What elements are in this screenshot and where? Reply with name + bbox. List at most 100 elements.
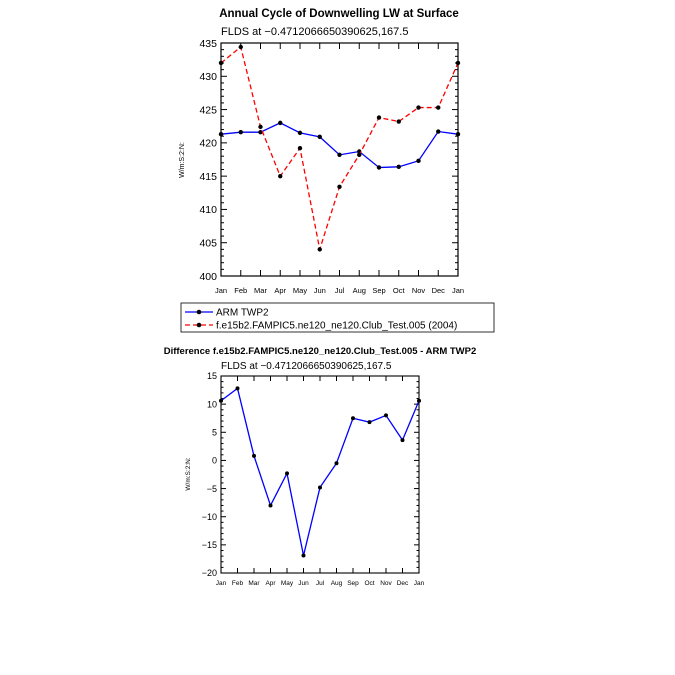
chart-top-series-0-point — [278, 120, 283, 126]
chart-top-series-0-point — [376, 165, 382, 170]
chart-top-series-0-point — [238, 130, 243, 135]
chart-top-xtick-label: Dec — [432, 286, 446, 295]
chart-top-xtick-label: Mar — [254, 286, 267, 295]
chart-bottom-xtick-label: Jan — [414, 580, 425, 587]
chart-top-xtick-label: Oct — [393, 286, 406, 295]
chart-top-series-1-point — [297, 145, 303, 151]
legend-box — [180, 302, 495, 333]
legend-marker-model — [196, 322, 202, 328]
chart-bottom-series-0-point — [268, 503, 273, 508]
chart-top-xtick-label: Nov — [412, 286, 426, 295]
chart-top-xtick-label: Apr — [274, 286, 286, 295]
chart-top-title: Annual Cycle of Downwelling LW at Surfac… — [219, 8, 459, 20]
chart-top-ytick-label: 420 — [199, 138, 217, 150]
chart-top-series-1-point — [455, 60, 461, 66]
chart-top-xtick-label: Aug — [353, 286, 366, 295]
chart-bottom-subtitle: FLDS at −0.4712066650390625,167.5 — [221, 361, 392, 372]
chart-bottom-series-0-point — [334, 461, 339, 466]
legend-label-arm: ARM TWP2 — [216, 308, 269, 319]
chart-top-xtick-label: Sep — [372, 286, 385, 295]
chart-top-series — [218, 44, 461, 252]
chart-bottom-series-0-point — [367, 420, 372, 425]
chart-top-xtick-label: Jun — [314, 286, 326, 295]
legend-marker-arm — [196, 309, 202, 315]
chart-top: Annual Cycle of Downwelling LW at Surfac… — [179, 8, 464, 295]
chart-top-series-1-point — [258, 124, 263, 130]
chart-top-series-1-point — [218, 60, 224, 66]
chart-top-plot-frame — [220, 42, 459, 277]
chart-bottom-plot-frame — [220, 375, 420, 574]
chart-bottom-series-0-point — [400, 438, 405, 443]
chart-bottom-series-0-point — [301, 553, 306, 558]
chart-bottom-xtick-label: Dec — [397, 580, 409, 587]
chart-bottom-series-0-line — [220, 387, 420, 556]
chart-top-subtitle: FLDS at −0.4712066650390625,167.5 — [221, 26, 408, 38]
legend-label-model: f.e15b2.FAMPIC5.ne120_ne120.Club_Test.00… — [216, 321, 457, 332]
chart-top-ytick-label: 405 — [199, 237, 217, 249]
chart-bottom-ylabel: W/m:S:2:N: — [185, 457, 192, 490]
chart-top-ytick-label: 425 — [199, 104, 217, 116]
chart-bottom-ytick-label: −20 — [202, 568, 217, 578]
legend: ARM TWP2 f.e15b2.FAMPIC5.ne120_ne120.Clu… — [180, 302, 495, 333]
chart-top-ytick-label: 430 — [199, 71, 217, 83]
chart-top-series-0-point — [436, 129, 441, 134]
chart-bottom-ytick-label: 10 — [207, 399, 217, 409]
chart-top-series-0-point — [317, 134, 322, 140]
chart-top-series-0-point — [297, 130, 303, 136]
chart-top-ytick-label: 400 — [199, 271, 217, 283]
chart-bottom: Difference f.e15b2.FAMPIC5.ne120_ne120.C… — [164, 346, 477, 587]
chart-bottom-ytick-label: −10 — [202, 512, 217, 522]
chart-bottom-ytick-label: 0 — [212, 456, 217, 466]
chart-bottom-series-0-point — [384, 413, 388, 418]
chart-bottom-series-0-point — [252, 453, 256, 458]
chart-top-series-1-point — [357, 152, 362, 158]
chart-top-xtick-label: Jan — [452, 286, 464, 295]
chart-bottom-ytick-label: 15 — [207, 371, 217, 381]
chart-bottom-ytick-label: −5 — [207, 484, 217, 494]
chart-bottom-xtick-label: Aug — [331, 580, 343, 587]
chart-bottom-series-0-point — [285, 471, 289, 476]
chart-bottom-xtick-label: Jan — [216, 580, 227, 587]
chart-bottom-series-0-point — [219, 398, 223, 403]
chart-top-ytick-label: 435 — [199, 38, 217, 50]
chart-top-ticks: Jan Feb Mar Apr May Jun Jul Aug Sep Oct Nov Dec Jan 4… — [199, 38, 464, 295]
chart-bottom-xtick-label: Mar — [248, 580, 260, 587]
chart-top-ytick-label: 415 — [199, 171, 217, 183]
chart-bottom-series-0-point — [235, 386, 240, 391]
chart-top-series-0-point — [416, 158, 421, 164]
chart-top-series-0-line — [220, 122, 459, 169]
chart-top-series-0-point — [455, 132, 461, 137]
chart-top-xtick-label: Feb — [234, 286, 247, 295]
chart-top-series-1-point — [416, 105, 421, 110]
chart-top-ytick-label: 410 — [199, 204, 217, 216]
chart-top-series-0-point — [396, 164, 401, 170]
chart-top-ylabel: W/m:S:2:N: — [179, 142, 186, 178]
chart-top-series-1-point — [436, 105, 441, 110]
chart-bottom-xtick-label: May — [281, 580, 294, 587]
chart-top-xtick-label: Jul — [335, 286, 345, 295]
chart-top-xtick-label: May — [293, 286, 307, 295]
chart-top-series-1-line — [220, 45, 459, 250]
chart-bottom-title: Difference f.e15b2.FAMPIC5.ne120_ne120.C… — [164, 346, 477, 357]
chart-bottom-xtick-label: Sep — [347, 580, 359, 587]
chart-bottom-ytick-label: −15 — [202, 540, 217, 550]
chart-top-series-1-point — [238, 44, 243, 50]
chart-bottom-xtick-label: Jul — [316, 580, 325, 587]
chart-top-xtick-label: Jan — [215, 286, 227, 295]
chart-top-series-0-point — [337, 152, 342, 158]
chart-bottom-series-0-point — [417, 398, 421, 403]
chart-top-series-1-point — [376, 115, 382, 120]
chart-bottom-xtick-label: Apr — [265, 580, 276, 587]
chart-top-series-1-point — [337, 184, 342, 189]
chart-top-series-0-point — [218, 132, 224, 137]
chart-bottom-ticks: Jan Feb Mar Apr May Jun Jul Aug Sep Oct Nov Dec Jan −… — [202, 371, 425, 587]
chart-bottom-series-0-point — [318, 485, 322, 490]
chart-bottom-xtick-label: Nov — [380, 580, 392, 587]
chart-bottom-xtick-label: Jun — [298, 580, 309, 587]
chart-top-series-1-point — [396, 119, 401, 124]
chart-top-series-1-point — [278, 173, 283, 179]
chart-bottom-series — [219, 386, 421, 558]
chart-bottom-xtick-label: Feb — [232, 580, 244, 587]
chart-top-series-1-point — [317, 247, 322, 252]
